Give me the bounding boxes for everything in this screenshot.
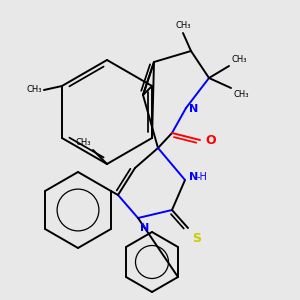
Text: CH₃: CH₃ bbox=[175, 21, 191, 30]
Text: CH₃: CH₃ bbox=[233, 90, 248, 99]
Text: N: N bbox=[189, 172, 198, 182]
Text: N: N bbox=[189, 104, 198, 114]
Text: CH₃: CH₃ bbox=[26, 85, 42, 94]
Text: O: O bbox=[205, 134, 216, 146]
Text: -H: -H bbox=[197, 172, 208, 182]
Text: S: S bbox=[192, 232, 201, 245]
Text: N: N bbox=[140, 223, 149, 233]
Text: CH₃: CH₃ bbox=[231, 55, 247, 64]
Text: CH₃: CH₃ bbox=[76, 138, 91, 147]
